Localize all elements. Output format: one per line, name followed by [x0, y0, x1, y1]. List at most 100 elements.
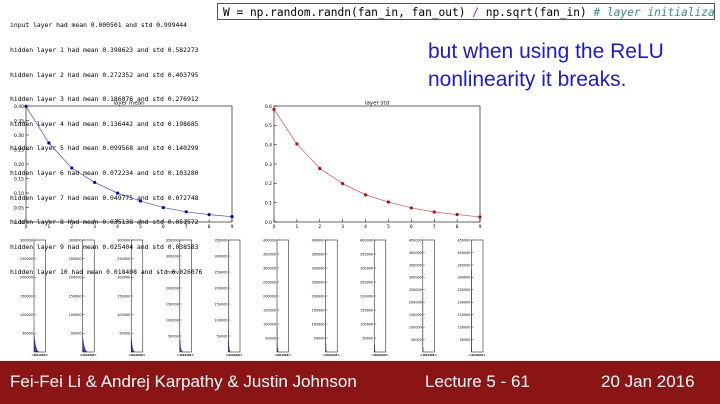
histogram-panel: 50000 100000 150000 200000 250000 300000 35000… — [166, 238, 194, 357]
y-tick-label: 100000 — [20, 313, 33, 317]
x-tick-label: 6 — [410, 224, 413, 230]
y-tick-label: 150000 — [166, 302, 179, 306]
x-tick-label: 0.5 — [335, 353, 340, 357]
y-tick-label: 450000 — [409, 238, 422, 242]
x-tick-label: 0.3 — [282, 353, 287, 357]
y-tick-label: 150000 — [117, 294, 130, 298]
y-tick-label: 200000 — [20, 276, 33, 280]
x-tick-label: 4 — [364, 224, 367, 230]
y-tick-label: 250000 — [117, 257, 130, 261]
histograms-chart: 500001000001500002000002500003000000.00.… — [20, 238, 485, 357]
y-tick-label: 350000 — [166, 238, 179, 242]
x-tick-label: 0.2 — [36, 353, 41, 357]
data-point — [230, 215, 234, 219]
x-tick-label: 0.5 — [383, 353, 388, 357]
x-tick-label: 0.5 — [286, 353, 291, 357]
y-tick-label: 250000 — [409, 288, 422, 292]
data-point — [318, 166, 322, 171]
data-point — [184, 210, 188, 214]
y-tick-label: 0.35 — [14, 118, 24, 124]
x-tick-label: 0 — [273, 224, 276, 230]
y-tick-label: 300000 — [409, 276, 422, 280]
data-point — [207, 213, 211, 217]
layer-mean-chart: layer mean 0.00 0.05 0.10 0.15 0.20 0.25 0.30 0.… — [14, 101, 234, 230]
y-tick-label: 0.25 — [14, 147, 24, 153]
x-tick-label: 0.2 — [231, 353, 236, 357]
y-tick-label: 300000 — [263, 266, 276, 270]
y-tick-label: 150000 — [263, 308, 276, 312]
log-line: input layer had mean 0.000501 and std 0.… — [10, 21, 187, 30]
annotation-text: but when using the ReLU nonlinearity it … — [428, 40, 664, 91]
histogram-frame — [228, 239, 241, 353]
x-tick-label: 0.1 — [374, 353, 379, 357]
y-tick-label: 350000 — [457, 263, 470, 267]
y-tick-label: 150000 — [312, 308, 325, 312]
data-point — [409, 206, 413, 210]
x-tick-label: 0.3 — [39, 353, 44, 357]
log-line: hidden layer 1 had mean 0.398623 and std… — [10, 46, 199, 55]
data-point — [70, 166, 74, 170]
x-tick-label: 0.5 — [43, 353, 48, 357]
log-line: hidden layer 2 had mean 0.272352 and std… — [10, 70, 199, 79]
data-point — [455, 212, 459, 217]
y-tick-label: 350000 — [360, 252, 373, 256]
x-tick-label: 0.5 — [140, 353, 145, 357]
x-tick-label: 6 — [162, 224, 165, 230]
y-tick-label: 150000 — [69, 294, 82, 298]
y-tick-label: 0.15 — [14, 176, 24, 182]
histogram-panel: 50000 100000 150000 200000 250000 300000 35000… — [457, 238, 485, 357]
x-tick-label: 0.3 — [87, 353, 92, 357]
x-tick-label: 0.1 — [326, 353, 331, 357]
y-tick-label: 0.6 — [265, 104, 272, 110]
x-tick-label: 1 — [295, 224, 298, 230]
x-tick-label: 2 — [318, 224, 321, 230]
y-tick-label: 150000 — [409, 313, 422, 317]
code-text: np.sqrt(fan_in) — [478, 6, 594, 19]
data-point — [47, 141, 51, 145]
footer-lecture: Lecture 5 - 61 — [425, 372, 530, 391]
y-tick-label: 300000 — [214, 254, 227, 258]
y-tick-label: 0.30 — [14, 133, 24, 139]
data-point — [93, 180, 97, 185]
y-tick-label: 250000 — [312, 280, 325, 284]
x-tick-label: 3 — [341, 224, 344, 230]
y-tick-label: 50000 — [71, 332, 82, 336]
x-tick-label: 8 — [456, 224, 459, 230]
y-tick-label: 350000 — [312, 252, 325, 256]
x-tick-label: 0.5 — [92, 353, 97, 357]
data-point — [341, 181, 345, 186]
x-tick-label: 0.3 — [379, 353, 384, 357]
y-tick-label: 0.10 — [14, 191, 24, 197]
y-tick-label: 150000 — [360, 308, 373, 312]
y-tick-label: 100000 — [214, 318, 227, 322]
x-tick-label: 0.0 — [177, 353, 182, 357]
y-tick-label: 100000 — [409, 326, 422, 330]
x-tick-label: 0.5 — [189, 353, 194, 357]
x-tick-label: 0.0 — [420, 353, 425, 357]
y-tick-label: 50000 — [217, 334, 228, 338]
histogram-panel: 500001000001500002000002500003000000.00.… — [20, 238, 48, 357]
y-tick-label: 100000 — [457, 326, 470, 330]
histogram-panel: 50000 100000 150000 200000 250000 300000 35000… — [214, 238, 242, 357]
y-tick-label: 50000 — [265, 336, 276, 340]
footer-bar: Fei-Fei Li & Andrej Karpathy & Justin Jo… — [0, 361, 720, 404]
x-tick-label: 0.4 — [332, 353, 337, 357]
y-tick-label: 200000 — [117, 276, 130, 280]
y-tick-label: 50000 — [362, 336, 373, 340]
y-tick-label: 150000 — [20, 294, 33, 298]
footer-date: 20 Jan 2016 — [601, 372, 695, 391]
y-tick-label: 50000 — [22, 332, 33, 336]
y-tick-label: 250000 — [360, 280, 373, 284]
x-tick-label: 0.2 — [182, 353, 187, 357]
y-tick-label: 400000 — [263, 238, 276, 242]
data-point — [24, 104, 28, 108]
x-tick-label: 0.2 — [85, 353, 90, 357]
x-tick-label: 0.1 — [423, 353, 428, 357]
x-tick-label: 0.5 — [238, 353, 243, 357]
y-tick-label: 0.40 — [14, 104, 24, 110]
y-tick-label: 0.1 — [265, 200, 272, 206]
x-tick-label: 0.0 — [80, 353, 85, 357]
y-tick-label: 350000 — [214, 238, 227, 242]
data-point — [363, 193, 368, 197]
histogram-panel: 50000 100000 150000 200000 250000 300000 35000… — [263, 238, 291, 357]
